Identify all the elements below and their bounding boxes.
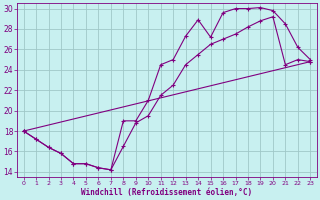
X-axis label: Windchill (Refroidissement éolien,°C): Windchill (Refroidissement éolien,°C) bbox=[81, 188, 252, 197]
